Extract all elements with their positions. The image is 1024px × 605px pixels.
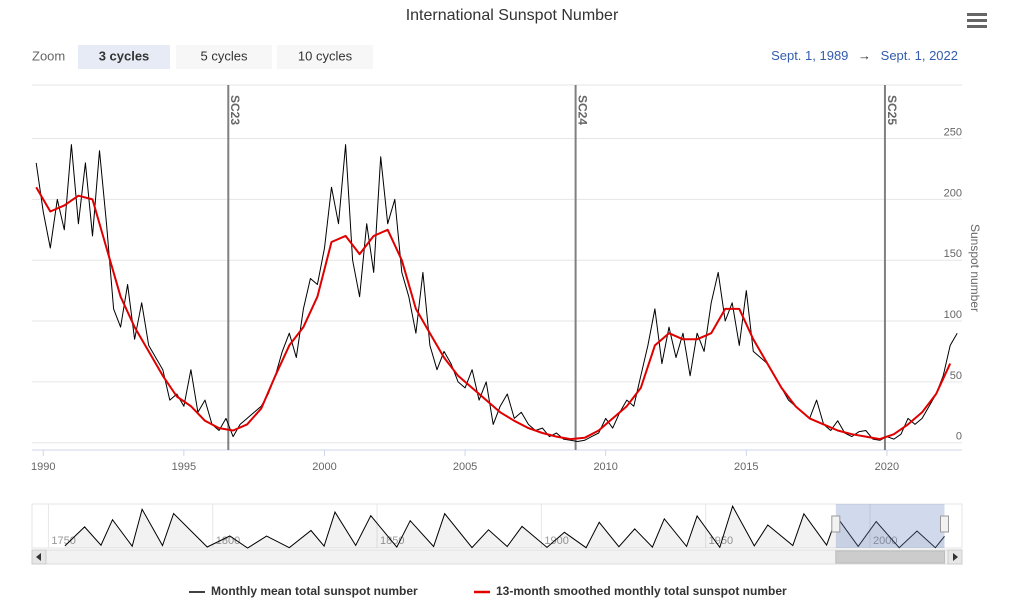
x-tick-label: 2010	[593, 461, 617, 473]
y-tick-label: 250	[944, 126, 962, 138]
menu-bar	[967, 13, 987, 16]
zoom-label: Zoom	[32, 48, 65, 63]
navigator-tick-label: 1950	[709, 535, 733, 547]
x-tick-label: 2015	[734, 461, 758, 473]
cycle-label: SC25	[885, 95, 899, 125]
scrollbar-thumb[interactable]	[835, 550, 945, 564]
zoom-button[interactable]	[176, 45, 272, 69]
x-tick-label: 1995	[172, 461, 196, 473]
navigator-frame	[31, 503, 963, 549]
menu-bar	[967, 19, 987, 22]
cycle-label: SC24	[575, 95, 589, 125]
navigator-handle[interactable]	[939, 515, 949, 533]
cycle-label: SC23	[228, 95, 242, 125]
y-tick-label: 100	[944, 309, 962, 321]
y-axis-title: Sunspot number	[968, 224, 982, 312]
x-tick-label: 1990	[31, 461, 55, 473]
x-tick-label: 2000	[312, 461, 336, 473]
scrollbar-track[interactable]	[31, 549, 963, 565]
navigator-tick-label: 1750	[51, 535, 75, 547]
arrow-icon	[953, 553, 958, 561]
x-tick-label: 2005	[453, 461, 477, 473]
navigator-tick-label: 2000	[873, 535, 897, 547]
navigator-area	[64, 506, 945, 548]
navigator-tick-label: 1800	[216, 535, 240, 547]
range-from: Sept. 1, 1989	[771, 48, 848, 63]
arrow-icon	[36, 553, 41, 561]
range-arrow: →	[858, 48, 871, 63]
navigator-line	[64, 504, 945, 549]
legend-label[interactable]: Monthly mean total sunspot number	[211, 584, 418, 598]
zoom-button-label: 10 cycles	[298, 48, 353, 63]
zoom-button[interactable]	[78, 45, 170, 69]
zoom-button-label: 5 cycles	[201, 48, 248, 63]
range-to: Sept. 1, 2022	[881, 48, 958, 63]
series-line	[35, 186, 952, 441]
navigator-handle[interactable]	[831, 515, 841, 533]
y-tick-label: 150	[944, 248, 962, 260]
date-range: Sept. 1, 1989 → Sept. 1, 2022	[771, 48, 958, 63]
y-tick-label: 0	[956, 431, 962, 443]
y-tick-label: 200	[944, 187, 962, 199]
x-tick-label: 2020	[875, 461, 899, 473]
zoom-button-label: 3 cycles	[99, 48, 150, 63]
y-tick-label: 50	[950, 370, 962, 382]
chart-title: International Sunspot Number	[406, 7, 619, 24]
legend-label[interactable]: 13-month smoothed monthly total sunspot …	[496, 584, 787, 598]
navigator-selection[interactable]	[835, 504, 945, 548]
zoom-buttons: 3 cycles 5 cycles 10 cycles	[78, 45, 373, 69]
menu-bar	[967, 25, 987, 28]
menu-button[interactable]	[967, 13, 987, 28]
zoom-button[interactable]	[277, 45, 373, 69]
